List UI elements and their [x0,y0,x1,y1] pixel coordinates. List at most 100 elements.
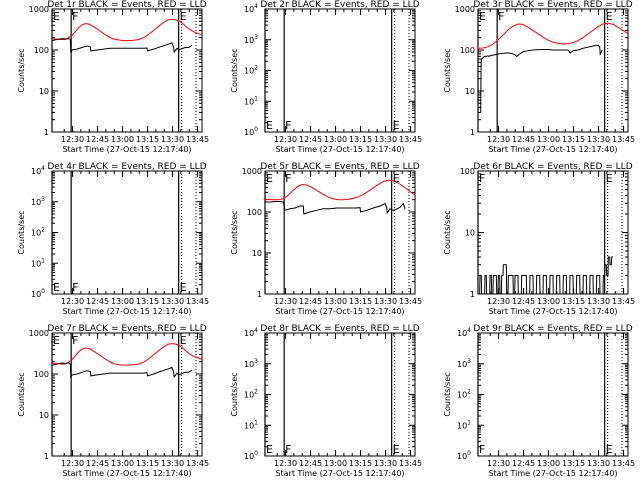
y-tick-label: 10 [465,229,475,238]
y-tick-label: 102 [244,65,258,76]
marker-label: E [266,119,273,132]
x-tick-label: 13:45 [612,135,635,144]
x-tick-label: 13:15 [562,459,585,468]
x-tick-label: 13:30 [587,459,610,468]
marker-label: E [393,443,400,456]
y-tick-label: 10 [465,87,475,96]
y-axis-label: Counts/sec [17,210,26,254]
axes-frame [477,8,629,133]
detector-panel-6: Det 6r BLACK = Events, RED = LLD 1 10 100 12… [443,162,635,316]
x-tick-label: 13:15 [562,297,585,306]
x-tick-label: 13:00 [324,297,347,306]
x-tick-label: 13:00 [537,459,560,468]
y-tick-label: 101 [457,419,471,430]
x-tick-label: 13:00 [324,135,347,144]
marker-label: E [180,281,187,294]
panel-title: Det 3r BLACK = Events, RED = LLD [473,0,632,10]
y-tick-label: 103 [244,34,258,45]
x-tick-label: 13:30 [161,135,184,144]
detector-panel-8: Det 8r BLACK = Events, RED = LLD 100 101 10… [230,324,422,478]
y-axis-label: Counts/sec [17,372,26,416]
axes-frame [264,8,416,133]
y-tick-label: 103 [244,358,258,369]
x-tick-label: 13:15 [136,135,159,144]
events-series-line [51,38,193,54]
x-tick-label: 12:30 [487,297,510,306]
y-tick-label: 103 [31,196,45,207]
y-tick-label: 1000 [455,5,475,14]
x-tick-label: 13:00 [537,135,560,144]
marker-label: E [266,443,273,456]
x-tick-label: 13:45 [186,297,209,306]
y-tick-label: 100 [34,370,49,379]
x-tick-label: 12:45 [512,135,535,144]
y-tick-label: 102 [244,389,258,400]
axes-frame [51,170,203,295]
y-axis-label: Counts/sec [443,48,452,92]
y-axis-label: Counts/sec [230,210,239,254]
x-tick-label: 13:15 [136,297,159,306]
y-tick-label: 102 [31,227,45,238]
marker-label: E [53,334,60,347]
x-tick-label: 12:30 [274,297,297,306]
y-tick-label: 100 [247,208,262,217]
x-tick-label: 12:45 [299,135,322,144]
panel-title: Det 2r BLACK = Events, RED = LLD [260,0,419,10]
x-tick-label: 13:30 [374,459,397,468]
x-tick-label: 13:15 [349,297,372,306]
x-axis-label: Start Time (27-Oct-15 12:17:40) [62,145,191,154]
marker-label: F [72,10,78,23]
x-tick-label: 13:45 [399,297,422,306]
y-axis-label: Counts/sec [230,372,239,416]
x-tick-label: 13:00 [537,297,560,306]
marker-label: E [180,10,187,23]
marker-label: E [606,10,613,23]
y-tick-label: 1 [44,128,49,137]
y-tick-label: 100 [31,288,45,299]
axes-frame [477,332,629,457]
events-series-line [51,362,193,379]
x-tick-label: 13:30 [161,297,184,306]
x-tick-label: 12:30 [274,459,297,468]
y-tick-label: 104 [457,327,471,338]
x-tick-label: 13:30 [374,135,397,144]
marker-label: F [72,281,78,294]
events-series-line [478,256,613,295]
y-tick-label: 100 [34,46,49,55]
x-axis-label: Start Time (27-Oct-15 12:17:40) [488,145,617,154]
y-tick-label: 101 [31,257,45,268]
x-tick-label: 13:15 [562,135,585,144]
y-tick-label: 100 [460,46,475,55]
y-axis-label: Counts/sec [443,210,452,254]
marker-label: E [479,10,486,23]
y-tick-label: 1 [470,290,475,299]
x-tick-label: 12:45 [512,459,535,468]
detector-panel-9: Det 9r BLACK = Events, RED = LLD 100 101 10… [443,324,635,478]
marker-label: F [285,443,291,456]
x-tick-label: 13:00 [324,459,347,468]
x-tick-label: 12:45 [86,459,109,468]
x-tick-label: 13:00 [111,459,134,468]
panel-title: Det 7r BLACK = Events, RED = LLD [47,324,206,334]
y-axis-label: Counts/sec [230,48,239,92]
x-tick-label: 13:45 [612,459,635,468]
x-tick-label: 13:45 [612,297,635,306]
detector-panel-1: Det 1r BLACK = Events, RED = LLD 1 10 100 10… [17,0,209,154]
y-tick-label: 100 [460,167,475,176]
y-tick-label: 1 [470,128,475,137]
panel-title: Det 5r BLACK = Events, RED = LLD [260,162,419,172]
x-tick-label: 13:30 [587,135,610,144]
y-axis-label: Counts/sec [17,48,26,92]
y-tick-label: 1 [257,290,262,299]
marker-label: F [498,10,504,23]
y-tick-label: 102 [457,389,471,400]
x-tick-label: 13:30 [374,297,397,306]
x-axis-label: Start Time (27-Oct-15 12:17:40) [488,469,617,478]
x-axis-label: Start Time (27-Oct-15 12:17:40) [275,307,404,316]
panel-title: Det 9r BLACK = Events, RED = LLD [473,324,632,334]
y-tick-label: 1000 [242,167,262,176]
x-tick-label: 12:30 [61,135,84,144]
x-axis-label: Start Time (27-Oct-15 12:17:40) [488,307,617,316]
events-series-line [480,44,603,113]
marker-label: E [53,10,60,23]
